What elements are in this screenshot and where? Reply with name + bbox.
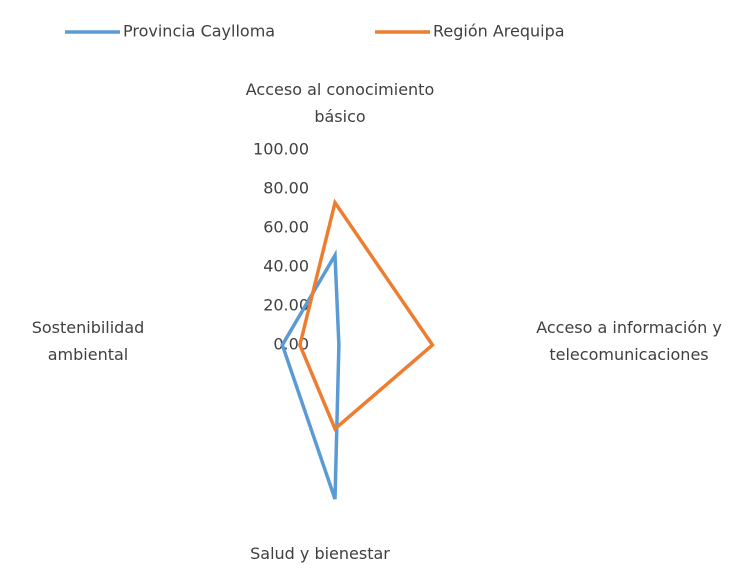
tick-label: 60.00	[263, 218, 309, 237]
legend-label: Región Arequipa	[433, 22, 565, 41]
tick-label: 80.00	[263, 179, 309, 198]
tick-label: 20.00	[263, 296, 309, 315]
category-label: Acceso al conocimiento básico	[245, 80, 435, 126]
category-label: Sostenibilidad ambiental	[31, 318, 145, 364]
series-line	[298, 198, 435, 432]
category-label: Salud y bienestar	[250, 544, 390, 563]
tick-label: 40.00	[263, 257, 309, 276]
category-label: Acceso a información y telecomunicacione…	[536, 318, 722, 364]
tick-label: 100.00	[253, 140, 309, 159]
legend-label: Provincia Caylloma	[123, 22, 275, 41]
series-line	[280, 249, 341, 500]
